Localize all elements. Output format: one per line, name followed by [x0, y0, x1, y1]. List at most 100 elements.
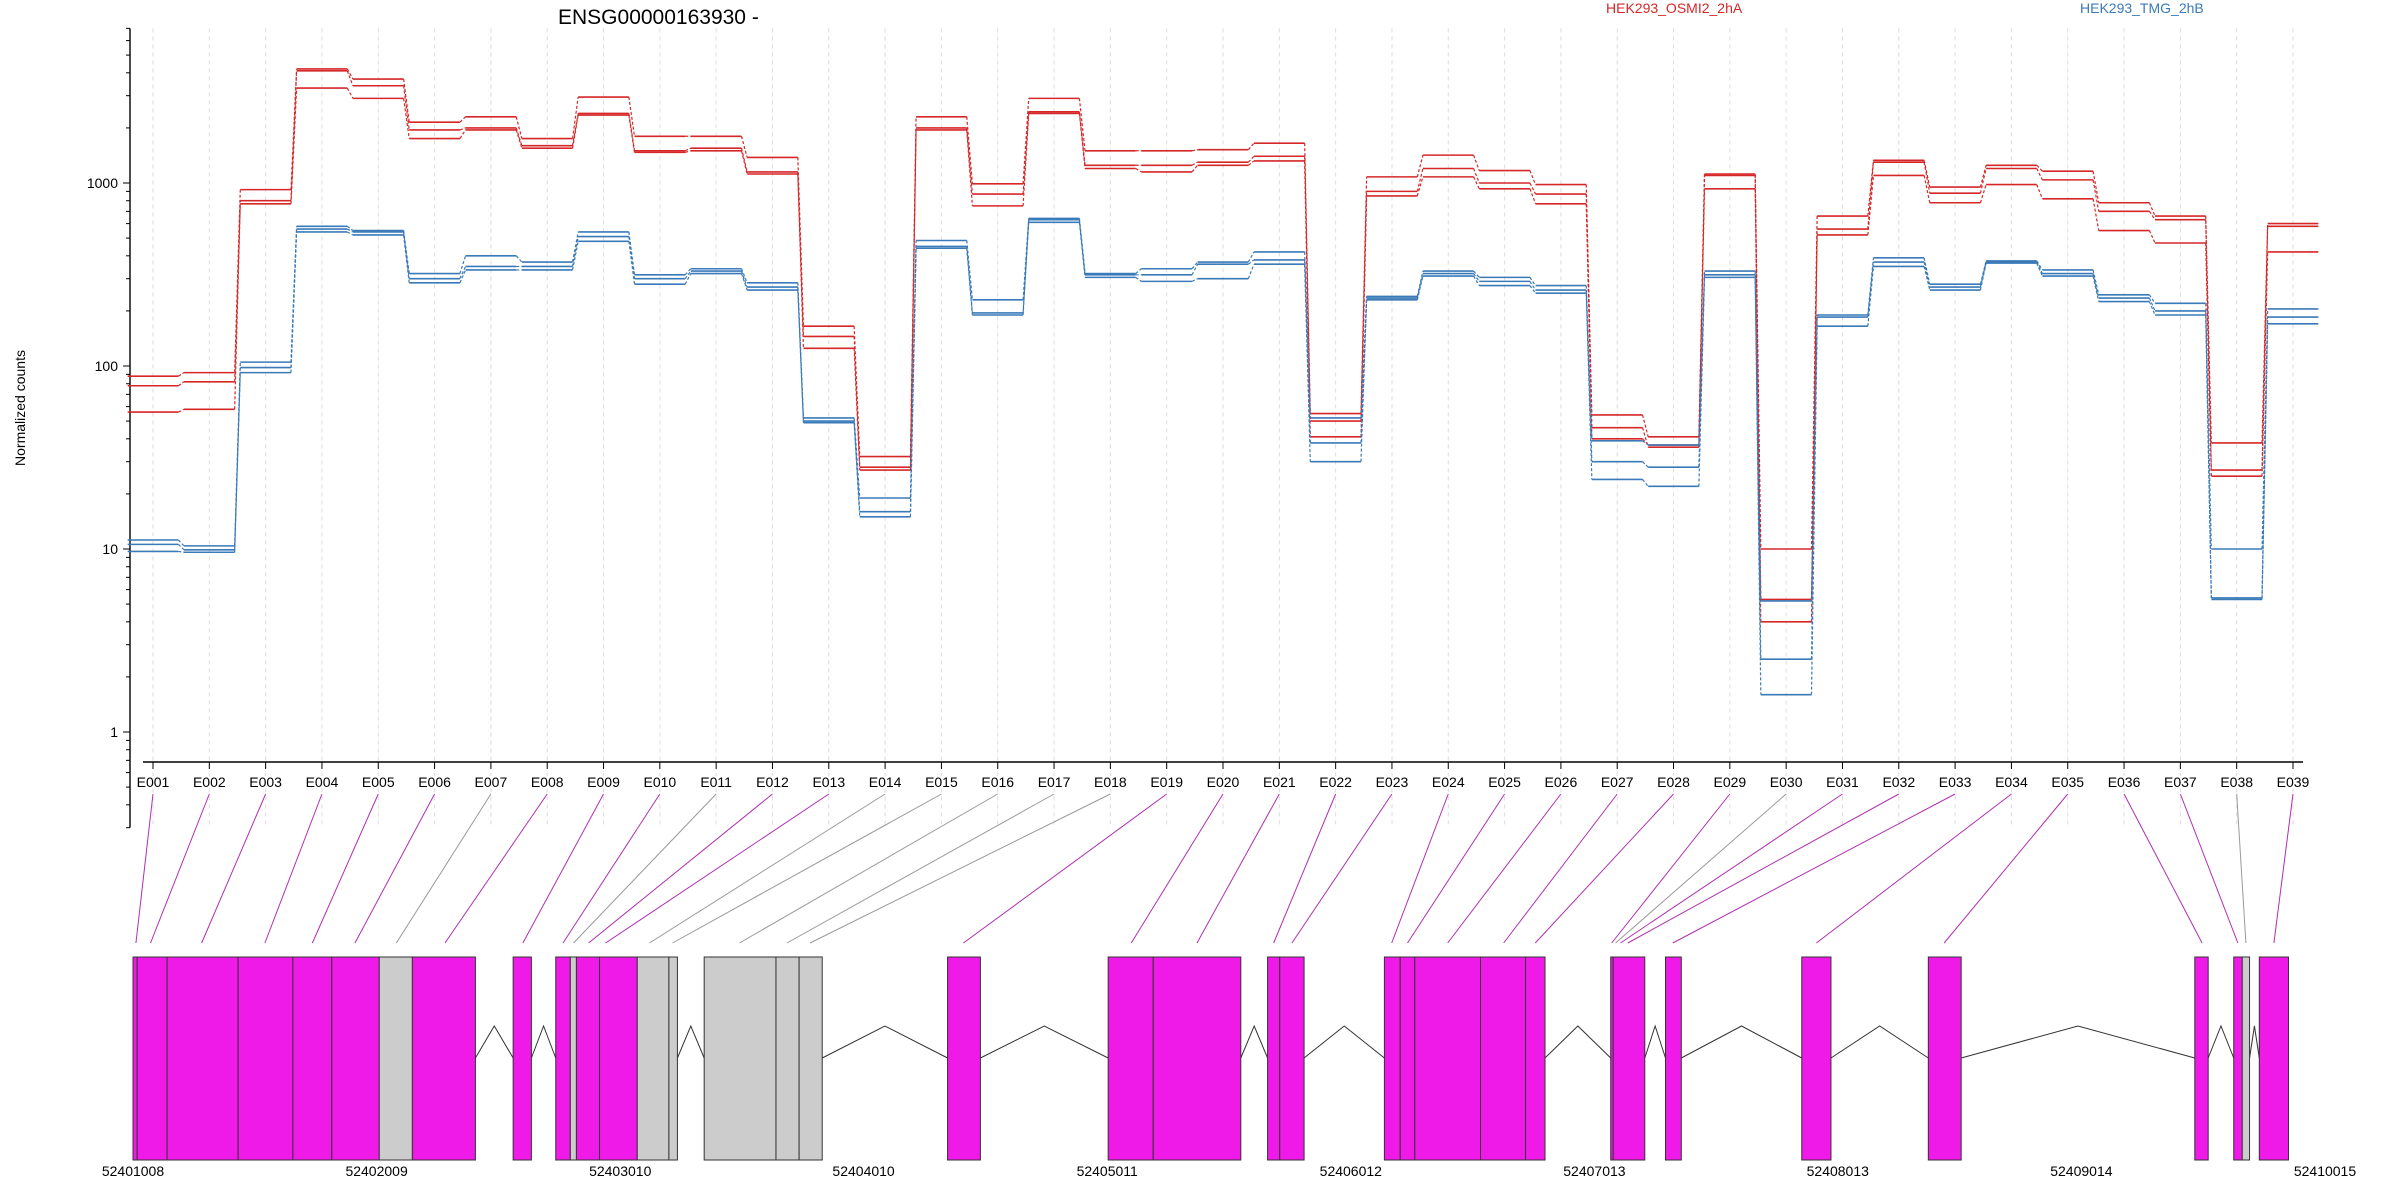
x-tick-label-e005: E005: [362, 774, 395, 790]
segment-e036: [2148, 230, 2156, 244]
link-e027: [1503, 793, 1618, 944]
intron-6: [1240, 1024, 1269, 1059]
segment-e034: [2036, 164, 2043, 172]
segment-e004: [347, 231, 354, 236]
segment-e010: [684, 268, 692, 276]
link-e009: [522, 793, 604, 944]
exon-block-2: [136, 956, 168, 1161]
segment-e007: [515, 129, 523, 149]
x-tick-label-e002: E002: [193, 774, 226, 790]
segment-e012: [797, 287, 805, 422]
x-tick-label-e009: E009: [587, 774, 620, 790]
segment-e003: [290, 70, 298, 201]
segment-e019: [1191, 161, 1198, 166]
segment-e013: [853, 348, 861, 471]
exon-block-3: [166, 956, 239, 1161]
segment-e010: [685, 150, 691, 153]
genomic-coordinate-axis: 52401008 52402009 52403010 52404010 52405011…: [102, 1163, 2357, 1179]
segment-e031: [1867, 266, 1875, 327]
segment-e023: [1416, 168, 1424, 192]
x-tick-label-e014: E014: [869, 774, 902, 790]
x-tick-label-e026: E026: [1545, 774, 1578, 790]
segment-e015: [966, 248, 973, 316]
segment-e032: [1923, 257, 1931, 285]
segment-e009: [628, 96, 636, 137]
exon-block-12: [575, 956, 601, 1161]
y-tick-label-1000: 1000: [87, 175, 118, 191]
segment-e007: [515, 127, 523, 146]
x-tick-label-e023: E023: [1376, 774, 1409, 790]
link-e007: [395, 793, 492, 944]
segment-e026: [1585, 293, 1593, 480]
link-e008: [444, 793, 548, 944]
segment-e033: [1979, 168, 1987, 194]
segment-e013: [853, 421, 861, 512]
segment-e029: [1754, 188, 1762, 622]
segment-e011: [740, 270, 748, 288]
segment-e025: [1529, 182, 1537, 195]
segment-e036: [2148, 301, 2156, 316]
link-e021: [1196, 793, 1280, 944]
coordinate-label-6: 52406012: [1320, 1163, 1383, 1179]
segment-e034: [2036, 168, 2043, 181]
y-axis-label: Normalized counts: [12, 350, 28, 466]
segment-e033: [1979, 165, 1987, 188]
link-e017: [786, 793, 1055, 944]
x-tick-label-e013: E013: [812, 774, 845, 790]
intron-8: [1544, 1025, 1612, 1059]
segment-e005: [403, 234, 410, 283]
coordinate-label-1: 52401008: [102, 1163, 165, 1179]
segment-e011: [740, 273, 748, 291]
segment-e034: [2036, 260, 2043, 271]
segment-e020: [1247, 259, 1255, 265]
x-tick-label-e018: E018: [1094, 774, 1127, 790]
x-tick-label-e007: E007: [475, 774, 508, 790]
link-e036: [2123, 793, 2203, 944]
x-axis: E001 E002 E003 E004 E005 E006 E007 E008 E009 E010…: [137, 761, 2310, 790]
segment-e002: [234, 203, 241, 410]
segment-e010: [684, 147, 692, 152]
link-e003: [201, 793, 267, 944]
segment-e038: [2261, 223, 2269, 443]
exon-block-6: [331, 956, 380, 1161]
segment-e035: [2092, 198, 2100, 231]
segment-e001: [178, 550, 185, 553]
segment-e023: [1416, 270, 1424, 297]
coordinate-label-10: 52410015: [2294, 1163, 2357, 1179]
link-e029: [1611, 793, 1731, 944]
segment-e001: [178, 372, 185, 377]
segment-e037: [2205, 314, 2212, 600]
link-e030: [1615, 793, 1787, 944]
segment-e025: [1529, 277, 1537, 286]
segment-e032: [1923, 266, 1931, 291]
segment-e017: [1078, 98, 1086, 151]
x-tick-label-e033: E033: [1939, 774, 1972, 790]
segment-e024: [1473, 168, 1480, 184]
link-e023: [1291, 793, 1393, 944]
x-tick-label-e019: E019: [1150, 774, 1183, 790]
exon-block-33: [1927, 956, 1962, 1161]
link-e031: [1620, 793, 1843, 944]
segment-e004: [347, 228, 354, 233]
intron-14: [2249, 1025, 2260, 1059]
exon-block-5: [292, 956, 333, 1161]
link-e034: [1816, 793, 2012, 944]
exon-block-35: [2233, 956, 2243, 1161]
segment-e020: [1247, 142, 1255, 151]
x-tick-label-e012: E012: [756, 774, 789, 790]
segment-e006: [459, 255, 467, 274]
segment-e033: [1979, 262, 1987, 291]
x-tick-label-e028: E028: [1657, 774, 1690, 790]
segment-e022: [1360, 299, 1368, 462]
link-e033: [1672, 793, 1956, 944]
exon-block-31: [1664, 956, 1682, 1161]
link-e010: [562, 793, 661, 944]
link-e011: [573, 793, 717, 944]
x-tick-label-e037: E037: [2164, 774, 2197, 790]
exon-block-18: [798, 956, 823, 1161]
segment-e019: [1191, 164, 1199, 173]
coordinate-label-3: 52403010: [589, 1163, 652, 1179]
segment-e018: [1135, 276, 1142, 282]
x-tick-label-e032: E032: [1882, 774, 1915, 790]
segment-e009: [628, 236, 636, 279]
